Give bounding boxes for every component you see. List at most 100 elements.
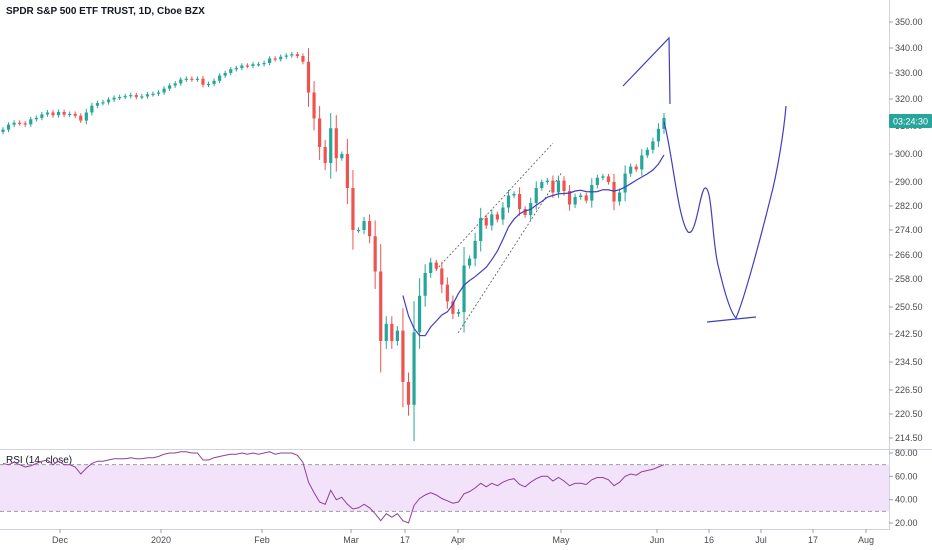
price-tick-label: 290.00 bbox=[895, 177, 923, 187]
candle-up bbox=[279, 56, 283, 60]
candle-down bbox=[584, 195, 588, 201]
candle-up bbox=[479, 218, 483, 241]
candle-up bbox=[234, 68, 238, 70]
candle-up bbox=[40, 114, 44, 118]
candle-down bbox=[351, 188, 355, 230]
current-time-label: 03:24:30 bbox=[893, 117, 928, 127]
candle-down bbox=[523, 209, 527, 215]
candle-down bbox=[562, 180, 566, 191]
candle-down bbox=[312, 92, 316, 119]
candle-up bbox=[268, 58, 272, 63]
candle-down bbox=[368, 221, 372, 237]
candle-up bbox=[240, 65, 244, 68]
candle-up bbox=[545, 180, 549, 182]
candle-up bbox=[284, 55, 288, 57]
candle-up bbox=[412, 332, 416, 405]
price-tick-label: 300.00 bbox=[895, 149, 923, 159]
moving-average-polyline bbox=[402, 154, 665, 337]
candle-up bbox=[34, 117, 38, 120]
rsi-tick-label: 60.00 bbox=[895, 471, 918, 481]
candle-down bbox=[440, 268, 444, 285]
rsi-band-fill bbox=[0, 464, 889, 512]
candle-up bbox=[90, 105, 94, 113]
candle-up bbox=[556, 180, 561, 193]
candle-up bbox=[329, 128, 333, 163]
price-tick-label: 214.50 bbox=[895, 433, 923, 443]
trend-channel bbox=[435, 142, 563, 334]
candle-up bbox=[262, 63, 266, 65]
chart-title: SPDR S&P 500 ETF TRUST, 1D, Cboe BZX bbox=[6, 6, 205, 17]
candle-up bbox=[68, 113, 72, 116]
candle-up bbox=[501, 207, 505, 220]
time-tick-label: 2020 bbox=[151, 535, 171, 545]
candle-up bbox=[212, 80, 216, 84]
candle-down bbox=[551, 180, 555, 193]
candle-up bbox=[651, 141, 655, 150]
candle-up bbox=[84, 112, 88, 121]
candle-down bbox=[190, 78, 194, 80]
price-tick-label: 258.00 bbox=[895, 274, 923, 284]
candle-down bbox=[318, 118, 322, 147]
candle-up bbox=[101, 102, 105, 104]
candle-up bbox=[467, 258, 472, 266]
time-tick-label: Feb bbox=[254, 535, 270, 545]
candle-up bbox=[156, 92, 161, 94]
price-tick-label: 340.00 bbox=[895, 43, 923, 53]
candle-up bbox=[140, 96, 144, 98]
time-tick-label: Jun bbox=[650, 535, 665, 545]
candle-up bbox=[645, 149, 649, 156]
candle-down bbox=[62, 111, 66, 115]
candle-down bbox=[295, 54, 299, 56]
price-tick-label: 282.00 bbox=[895, 201, 923, 211]
candle-up bbox=[184, 78, 188, 80]
candle-up bbox=[356, 230, 361, 232]
candle-up bbox=[12, 122, 16, 125]
candle-down bbox=[634, 166, 638, 170]
candle-down bbox=[495, 214, 499, 220]
candle-up bbox=[423, 273, 427, 296]
candle-down bbox=[567, 191, 572, 205]
time-tick-label: Dec bbox=[52, 535, 69, 545]
candle-up bbox=[195, 78, 200, 80]
time-tick-label: 17 bbox=[808, 535, 818, 545]
candle-up bbox=[179, 79, 183, 84]
candle-up bbox=[29, 119, 33, 125]
candle-down bbox=[434, 262, 438, 269]
candle-down bbox=[323, 147, 327, 163]
candle-up bbox=[395, 330, 399, 341]
candle-up bbox=[573, 197, 577, 205]
price-tick-label: 226.50 bbox=[895, 385, 923, 395]
candle-down bbox=[484, 218, 488, 226]
candle-up bbox=[229, 69, 233, 73]
candle-down bbox=[606, 176, 611, 182]
candle-up bbox=[656, 128, 661, 142]
candle-down bbox=[445, 284, 449, 302]
candle-up bbox=[473, 240, 477, 259]
candle-up bbox=[223, 73, 227, 76]
candle-down bbox=[306, 61, 311, 93]
price-tick-label: 242.50 bbox=[895, 329, 923, 339]
candle-up bbox=[617, 192, 622, 202]
rsi-tick-label: 40.00 bbox=[895, 495, 918, 505]
moving-average-line bbox=[402, 154, 665, 337]
candle-up bbox=[540, 182, 544, 188]
candle-down bbox=[301, 56, 305, 62]
candle-up bbox=[162, 88, 166, 93]
candle-up bbox=[123, 96, 127, 98]
candle-up bbox=[112, 97, 116, 100]
candle-up bbox=[490, 214, 494, 226]
price-tick-label: 234.50 bbox=[895, 357, 923, 367]
candle-up bbox=[129, 95, 133, 97]
time-tick-label: 17 bbox=[400, 535, 410, 545]
candle-up bbox=[151, 93, 155, 95]
candle-up bbox=[629, 166, 633, 174]
price-tick-label: 350.00 bbox=[895, 17, 923, 27]
rsi-band bbox=[0, 464, 889, 512]
rsi-polyline bbox=[2, 451, 665, 524]
candle-up bbox=[623, 173, 627, 193]
rsi-label: RSI (14, close) bbox=[6, 455, 72, 466]
candle-down bbox=[273, 58, 277, 60]
time-tick-label: Jul bbox=[755, 535, 767, 545]
